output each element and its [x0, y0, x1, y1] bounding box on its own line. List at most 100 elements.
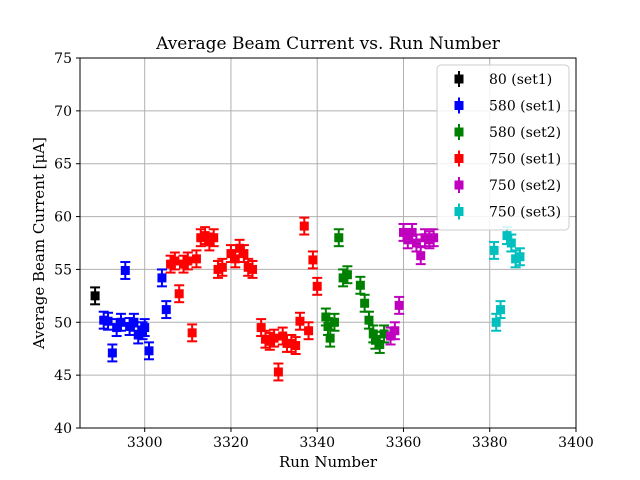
data-point — [107, 348, 117, 358]
data-point — [248, 264, 258, 274]
data-point — [379, 329, 389, 339]
legend-label: 750 (set3) — [489, 205, 561, 221]
data-point — [390, 326, 400, 336]
data-point — [174, 289, 184, 299]
data-point — [394, 300, 404, 310]
legend-label: 580 (set1) — [489, 99, 561, 115]
data-point — [273, 367, 283, 377]
data-point — [103, 316, 113, 326]
legend-label: 80 (set1) — [489, 72, 552, 88]
data-point — [312, 281, 322, 291]
y-tick-label: 50 — [54, 315, 72, 331]
data-point — [256, 323, 266, 333]
legend-marker — [454, 74, 464, 84]
y-tick-label: 70 — [54, 104, 72, 120]
data-point — [116, 317, 126, 327]
data-point — [170, 256, 180, 266]
series-group — [98, 261, 172, 363]
x-tick-label: 3380 — [472, 435, 508, 451]
data-point — [112, 323, 122, 333]
x-axis-ticks: 3300 3320 3340 3360 3380 3400 — [127, 428, 594, 451]
data-point — [217, 262, 227, 272]
data-point — [375, 339, 385, 349]
y-tick-label: 55 — [54, 262, 72, 278]
y-tick-label: 60 — [54, 210, 72, 226]
legend-marker — [454, 101, 464, 110]
y-tick-label: 40 — [54, 421, 72, 437]
data-point — [295, 316, 305, 326]
data-point — [183, 256, 193, 266]
y-tick-label: 65 — [54, 157, 72, 173]
data-point — [157, 273, 167, 283]
x-axis-label: Run Number — [279, 453, 378, 471]
legend-marker — [454, 154, 464, 163]
data-point — [323, 322, 333, 332]
data-point — [304, 326, 314, 336]
legend-marker — [454, 207, 464, 216]
data-point — [278, 331, 288, 341]
data-point — [200, 231, 210, 241]
data-point — [299, 221, 309, 231]
legend-marker — [454, 180, 464, 190]
data-point — [161, 305, 171, 315]
data-point — [429, 233, 439, 243]
data-point — [364, 315, 374, 325]
data-point — [291, 341, 301, 351]
data-point — [502, 231, 512, 241]
chart-title: Average Beam Current vs. Run Number — [155, 34, 501, 54]
legend-label: 750 (set2) — [489, 178, 561, 194]
series-group — [320, 228, 390, 354]
x-tick-label: 3300 — [127, 435, 163, 451]
legend-marker — [454, 127, 464, 137]
plot-frame — [79, 57, 577, 429]
data-point — [308, 255, 318, 265]
data-point — [120, 265, 130, 275]
data-point — [90, 291, 100, 301]
data-point — [403, 235, 413, 245]
y-tick-label: 45 — [54, 368, 72, 384]
x-tick-label: 3360 — [386, 435, 422, 451]
data-point — [496, 305, 506, 315]
legend-label: 580 (set2) — [489, 125, 561, 141]
data-point — [239, 249, 249, 259]
data-point — [355, 280, 365, 290]
series-group — [165, 216, 323, 382]
data-point — [209, 233, 219, 243]
data-point — [360, 298, 370, 308]
data-point — [187, 328, 197, 338]
data-point — [329, 317, 339, 327]
data-point — [129, 317, 139, 327]
series-group — [489, 226, 525, 332]
data-point — [321, 312, 331, 322]
x-tick-label: 3400 — [558, 435, 594, 451]
data-point — [226, 249, 236, 259]
data-point — [386, 331, 396, 341]
legend-box — [436, 64, 570, 231]
x-tick-label: 3340 — [299, 435, 335, 451]
data-point — [334, 233, 344, 243]
data-point — [411, 238, 421, 248]
legend-label: 750 (set1) — [489, 152, 561, 168]
data-point — [342, 270, 352, 280]
y-axis-label: Average Beam Current [μA] — [30, 137, 48, 350]
data-point — [140, 323, 150, 333]
data-point — [491, 317, 501, 327]
data-point — [230, 254, 240, 264]
data-point — [191, 254, 201, 264]
data-point — [368, 329, 378, 339]
data-point — [489, 245, 499, 255]
legend: 80 (set1) 580 (set1) 580 (set2) 750 (set1) 7… — [436, 64, 570, 231]
y-tick-label: 75 — [54, 51, 72, 67]
data-point — [515, 252, 525, 262]
data-point — [269, 333, 279, 343]
data-point — [144, 346, 154, 356]
data-point — [325, 333, 335, 343]
data-point — [407, 227, 417, 237]
series-group — [385, 222, 439, 346]
x-tick-label: 3320 — [213, 435, 249, 451]
y-axis-ticks: 40 45 50 55 60 65 70 75 — [54, 51, 80, 437]
data-point — [398, 227, 408, 237]
data-point — [235, 243, 245, 253]
data-point — [416, 251, 426, 261]
